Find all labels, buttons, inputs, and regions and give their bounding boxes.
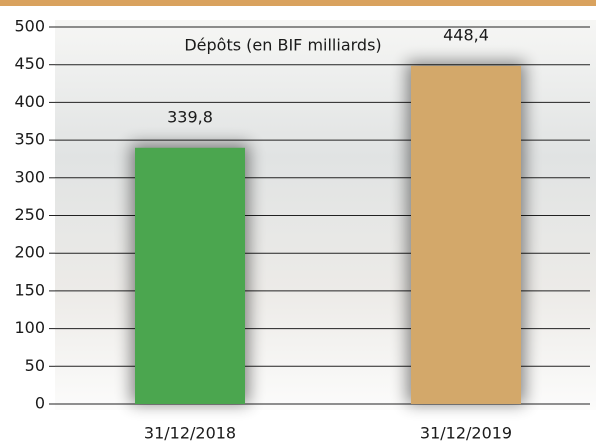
- value-label: 448,4: [443, 25, 489, 44]
- x-tick-label: 31/12/2018: [144, 424, 236, 443]
- y-tick-label: 350: [14, 130, 45, 149]
- y-tick-label: 250: [14, 205, 45, 224]
- y-tick-label: 100: [14, 318, 45, 337]
- y-tick-label: 400: [14, 92, 45, 111]
- y-tick-label: 150: [14, 280, 45, 299]
- bar: [411, 65, 521, 404]
- x-tick-label: 31/12/2019: [420, 424, 512, 443]
- y-tick-label: 500: [14, 17, 45, 36]
- value-label: 339,8: [167, 107, 213, 126]
- y-tick-label: 50: [25, 356, 45, 375]
- top-strip: [0, 0, 596, 6]
- chart-title: Dépôts (en BIF milliards): [184, 36, 381, 55]
- y-tick-label: 0: [35, 394, 45, 413]
- bar: [135, 147, 245, 404]
- y-tick-label: 450: [14, 54, 45, 73]
- y-tick-label: 300: [14, 167, 45, 186]
- y-tick-label: 200: [14, 243, 45, 262]
